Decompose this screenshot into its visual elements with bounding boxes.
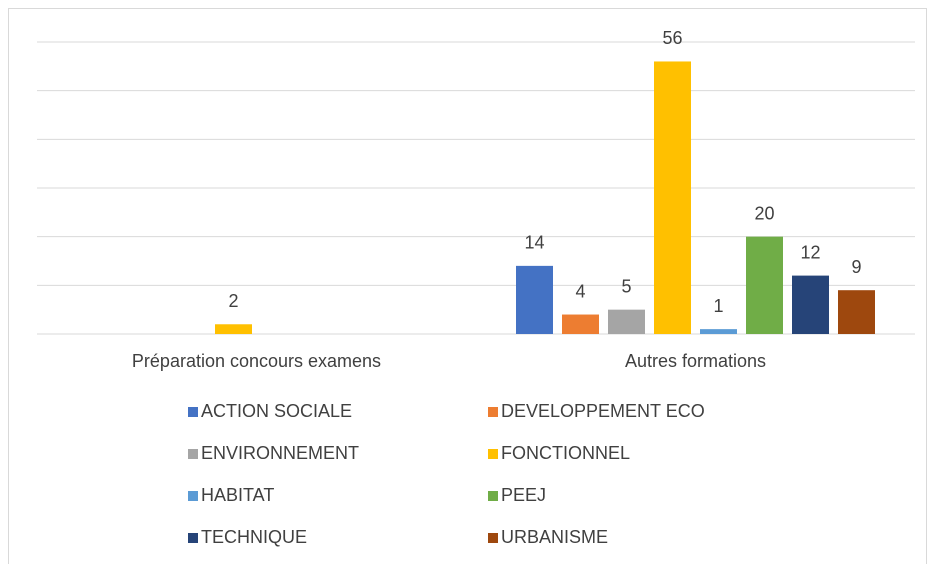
data-label: 5 [621, 276, 631, 296]
legend-swatch [488, 533, 498, 543]
data-label: 2 [228, 291, 238, 311]
legend-label: HABITAT [201, 485, 274, 505]
bar [700, 329, 737, 334]
legend-swatch [488, 449, 498, 459]
data-label: 56 [662, 28, 682, 48]
bar [608, 309, 645, 334]
bar [746, 236, 783, 334]
legend-swatch [188, 491, 198, 501]
bar [562, 314, 599, 334]
legend-label: URBANISME [501, 527, 608, 547]
legend-swatch [188, 449, 198, 459]
legend-swatch [488, 407, 498, 417]
legend-label: DEVELOPPEMENT ECO [501, 401, 705, 421]
bar [792, 275, 829, 334]
data-label: 1 [713, 296, 723, 316]
x-tick-label: Autres formations [625, 351, 766, 371]
legend-label: FONCTIONNEL [501, 443, 630, 463]
data-label: 12 [800, 242, 820, 262]
data-label: 14 [524, 233, 544, 253]
legend-label: TECHNIQUE [201, 527, 307, 547]
legend-label: ENVIRONNEMENT [201, 443, 359, 463]
legend-swatch [488, 491, 498, 501]
legend-label: ACTION SOCIALE [201, 401, 352, 421]
legend-swatch [188, 533, 198, 543]
legend-swatch [188, 407, 198, 417]
bar [215, 324, 252, 334]
data-label: 4 [575, 281, 585, 301]
chart-frame [8, 8, 927, 564]
bar [654, 61, 691, 334]
bar [516, 265, 553, 334]
x-tick-label: Préparation concours examens [132, 351, 381, 371]
data-label: 9 [851, 257, 861, 277]
bar [838, 290, 875, 334]
data-label: 20 [754, 203, 774, 223]
legend-label: PEEJ [501, 485, 546, 505]
